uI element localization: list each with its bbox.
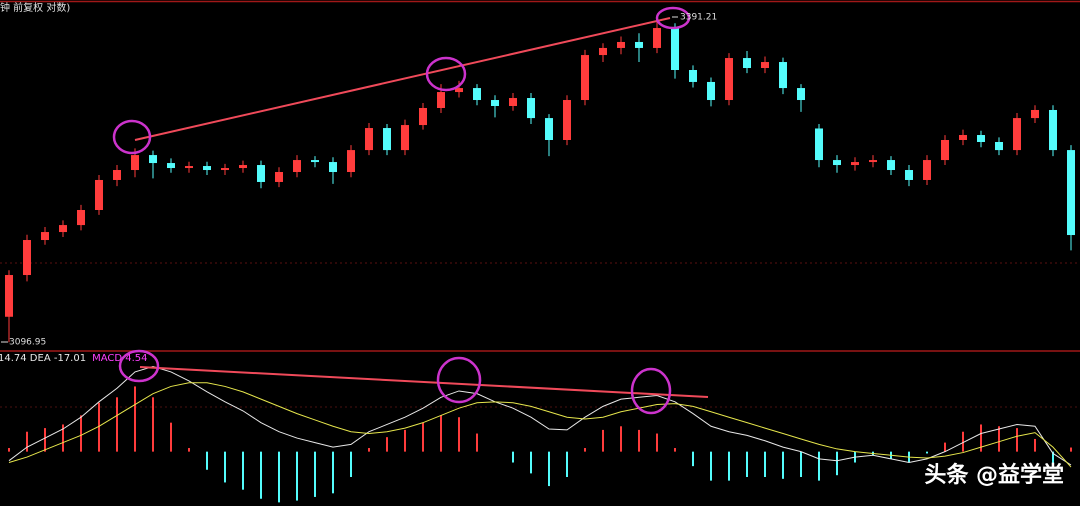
candle-body <box>455 88 463 93</box>
candle-body <box>905 170 913 180</box>
candle-body <box>527 98 535 119</box>
candle-body <box>725 58 733 101</box>
candle-body <box>815 128 823 161</box>
candle-body <box>707 81 715 101</box>
indicator-line <box>8 365 1072 466</box>
indicator-header: 14.74 DEA -17.01 MACD 4.54 <box>0 353 148 364</box>
trend-line <box>139 366 709 398</box>
candle-body <box>833 160 841 166</box>
candle-body <box>59 225 67 233</box>
candle-body <box>995 141 1003 151</box>
candle-body <box>347 150 355 173</box>
candle-body <box>41 232 49 241</box>
candle-body <box>977 135 985 142</box>
trend-line <box>134 17 671 141</box>
candle-body <box>239 165 247 169</box>
low-label: 3096.95 <box>9 338 46 348</box>
candle-body <box>311 160 319 163</box>
candle-body <box>869 160 877 163</box>
candle-body <box>419 107 427 126</box>
candle-body <box>959 135 967 140</box>
candle-body <box>689 70 697 82</box>
candle-body <box>941 140 949 161</box>
macd-panel <box>8 365 1072 503</box>
candle-body <box>329 162 337 173</box>
candle-body <box>779 62 787 89</box>
candle-body <box>653 28 661 48</box>
indicator-value: MACD 4.54 <box>92 353 147 364</box>
highlight-circle <box>118 349 160 383</box>
highlight-circle <box>425 56 467 92</box>
candle-body <box>851 162 859 166</box>
candle-body <box>149 155 157 164</box>
candle-body <box>275 172 283 182</box>
high-label: 3391.21 <box>680 13 717 23</box>
candle-body <box>761 62 769 69</box>
candle-body <box>257 165 265 182</box>
candle-body <box>293 160 301 173</box>
highlight-circle <box>630 367 672 415</box>
candle-body <box>797 88 805 101</box>
candle-body <box>1049 109 1057 151</box>
candle-body <box>671 28 679 70</box>
candle-body <box>1067 150 1075 236</box>
candle-body <box>1031 109 1039 119</box>
candle-body <box>887 160 895 171</box>
candle-body <box>599 47 607 56</box>
chart-title: 分钟 前复权 对数) <box>0 1 70 14</box>
candle-body <box>5 275 13 317</box>
candle-body <box>23 240 31 276</box>
candle-body <box>221 168 229 171</box>
candle-body <box>617 41 625 48</box>
candle-body <box>167 163 175 169</box>
candle-body <box>743 58 751 69</box>
candle-body <box>581 55 589 101</box>
candle-body <box>923 160 931 180</box>
candle-body <box>113 170 121 180</box>
watermark: 头条 @益学堂 <box>924 462 1064 488</box>
candle-body <box>545 118 553 140</box>
candles <box>5 16 1075 343</box>
candle-body <box>401 125 409 151</box>
candle-body <box>383 128 391 151</box>
candle-body <box>95 179 103 210</box>
candle-body <box>185 166 193 169</box>
candle-body <box>635 41 643 48</box>
highlight-circle <box>112 119 152 155</box>
candle-body <box>563 100 571 140</box>
highlight-circle <box>436 356 482 404</box>
highlight-circle <box>655 6 691 30</box>
indicator-value: 14.74 DEA -17.01 <box>0 353 86 364</box>
candle-body <box>491 100 499 106</box>
candle-body <box>131 155 139 171</box>
indicator-line <box>8 382 1072 468</box>
candle-body <box>509 98 517 106</box>
candle-body <box>77 210 85 226</box>
candle-body <box>203 166 211 171</box>
candle-body <box>1013 118 1021 151</box>
candle-body <box>365 128 373 151</box>
candle-body <box>437 92 445 108</box>
candle-body <box>473 88 481 101</box>
